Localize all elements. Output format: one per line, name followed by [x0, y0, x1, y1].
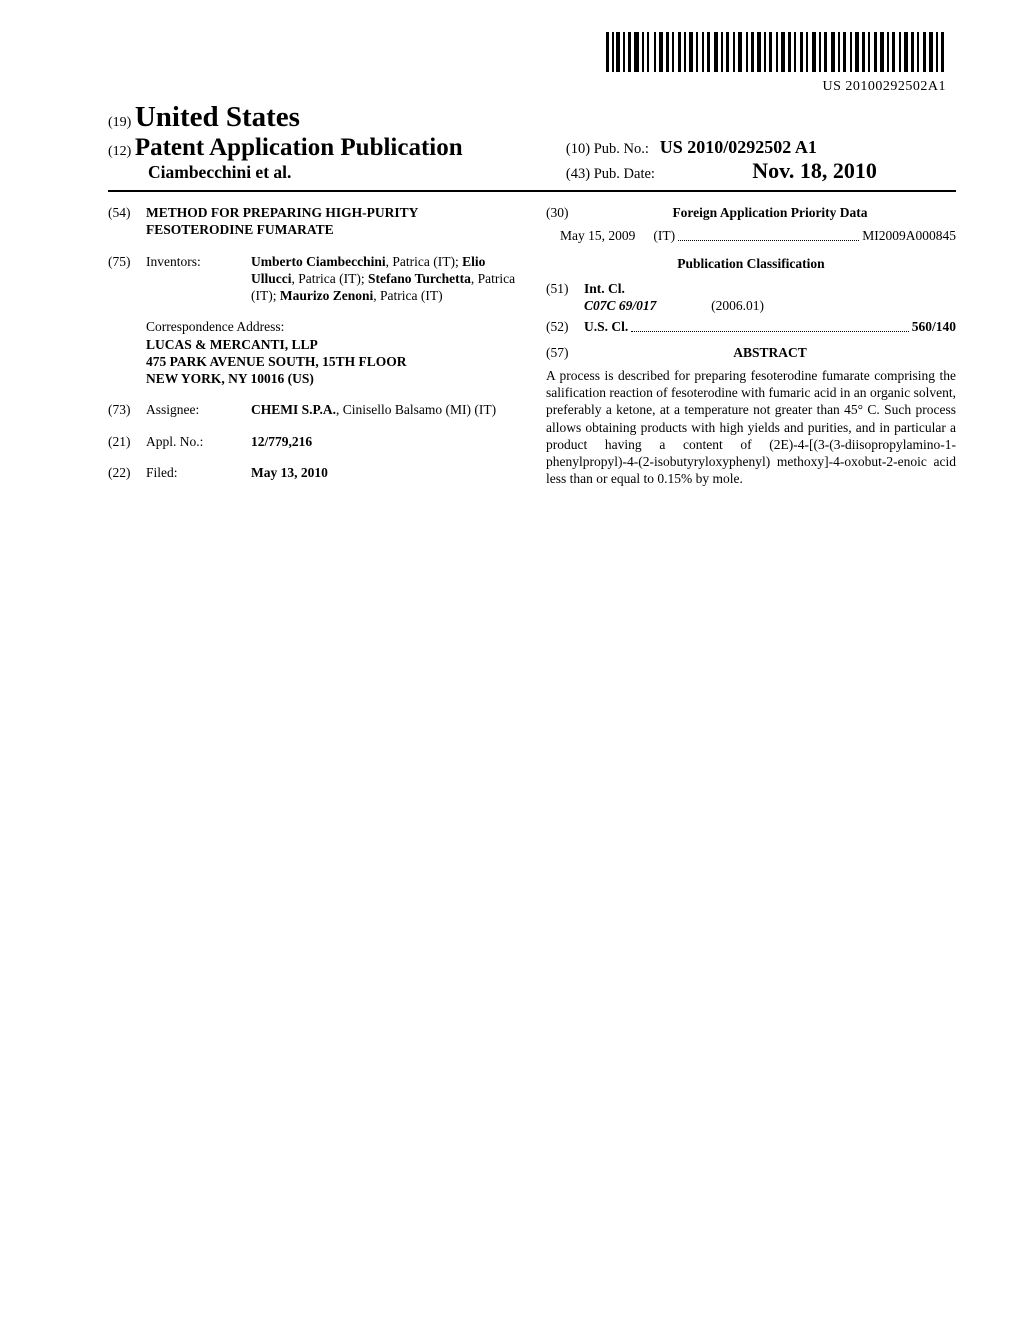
- pub-type: Patent Application Publication: [135, 134, 463, 161]
- assignee-label: Assignee:: [146, 401, 251, 418]
- pubclass-heading: Publication Classification: [546, 255, 956, 272]
- uscl-row: (52) U.S. Cl. 560/140: [546, 318, 956, 335]
- country-code: (19): [108, 115, 131, 130]
- foreign-priority-row: (30) Foreign Application Priority Data: [546, 204, 956, 221]
- pubdate-value: Nov. 18, 2010: [752, 158, 877, 183]
- abstract-heading: ABSTRACT: [584, 344, 956, 361]
- country-name: United States: [135, 101, 300, 133]
- correspondence-line: NEW YORK, NY 10016 (US): [146, 370, 518, 387]
- pubno-value: US 2010/0292502 A1: [660, 137, 817, 157]
- pub-code: (12): [108, 144, 131, 159]
- foreign-heading: Foreign Application Priority Data: [584, 204, 956, 221]
- applno-code: (21): [108, 433, 146, 450]
- dotted-leader-icon: [678, 227, 859, 240]
- foreign-country: (IT): [653, 227, 675, 244]
- foreign-priority-entry: May 15, 2009 (IT) MI2009A000845: [560, 227, 956, 244]
- foreign-appno: MI2009A000845: [862, 227, 956, 244]
- correspondence-label: Correspondence Address:: [146, 318, 518, 335]
- assignee-loc: , Cinisello Balsamo (MI) (IT): [336, 402, 496, 417]
- assignee-code: (73): [108, 401, 146, 418]
- correspondence-line: 475 PARK AVENUE SOUTH, 15TH FLOOR: [146, 353, 518, 370]
- uscl-label: U.S. Cl.: [584, 318, 628, 335]
- pub-no-line: (10) Pub. No.: US 2010/0292502 A1: [566, 137, 956, 158]
- intcl-code: (51): [546, 280, 584, 315]
- intcl-version: (2006.01): [711, 298, 764, 313]
- correspondence-line: LUCAS & MERCANTI, LLP: [146, 336, 518, 353]
- uscl-code: (52): [546, 318, 584, 335]
- dotted-leader-icon: [631, 318, 908, 331]
- inventor-loc: , Patrica (IT);: [292, 271, 368, 286]
- filed-value: May 13, 2010: [251, 464, 518, 481]
- inventors-label: Inventors:: [146, 253, 251, 305]
- uscl-value-row: U.S. Cl. 560/140: [584, 318, 956, 335]
- inventor-name: Maurizo Zenoni: [280, 288, 373, 303]
- body-columns: (54) METHOD FOR PREPARING HIGH-PURITY FE…: [108, 204, 956, 495]
- abstract-code: (57): [546, 344, 584, 361]
- pub-date-line: (43) Pub. Date: Nov. 18, 2010: [566, 158, 956, 184]
- right-column: (30) Foreign Application Priority Data M…: [546, 204, 956, 495]
- pubno-code: (10): [566, 141, 590, 157]
- inventor-name: Umberto Ciambecchini: [251, 254, 386, 269]
- applno-label: Appl. No.:: [146, 433, 251, 450]
- abstract-heading-row: (57) ABSTRACT: [546, 344, 956, 361]
- publication-type-line: (12) Patent Application Publication: [108, 134, 549, 162]
- barcode-block: US 20100292502A1: [108, 32, 956, 95]
- barcode-icon: [606, 32, 946, 72]
- inventors-row: (75) Inventors: Umberto Ciambecchini, Pa…: [108, 253, 518, 305]
- intcl-block: Int. Cl. C07C 69/017 (2006.01): [584, 280, 956, 315]
- authors-line: Ciambecchini et al.: [108, 162, 549, 183]
- inventors-code: (75): [108, 253, 146, 305]
- pubno-label: Pub. No.:: [594, 141, 649, 157]
- pubdate-code: (43): [566, 166, 590, 182]
- header-left: (19) United States (12) Patent Applicati…: [108, 101, 549, 183]
- filed-label: Filed:: [146, 464, 251, 481]
- assignee-name: CHEMI S.P.A.: [251, 402, 336, 417]
- foreign-date: May 15, 2009: [560, 227, 635, 244]
- filed-row: (22) Filed: May 13, 2010: [108, 464, 518, 481]
- applno-row: (21) Appl. No.: 12/779,216: [108, 433, 518, 450]
- patent-page: US 20100292502A1 (19) United States (12)…: [0, 0, 1024, 495]
- patent-title: METHOD FOR PREPARING HIGH-PURITY FESOTER…: [146, 204, 518, 239]
- abstract-text: A process is described for preparing fes…: [546, 367, 956, 488]
- assignee-value: CHEMI S.P.A., Cinisello Balsamo (MI) (IT…: [251, 401, 518, 418]
- intcl-row: (51) Int. Cl. C07C 69/017 (2006.01): [546, 280, 956, 315]
- inventor-name: Stefano Turchetta: [368, 271, 471, 286]
- inventor-loc: , Patrica (IT): [373, 288, 442, 303]
- filed-code: (22): [108, 464, 146, 481]
- correspondence-block: Correspondence Address: LUCAS & MERCANTI…: [146, 318, 518, 387]
- header-right: (10) Pub. No.: US 2010/0292502 A1 (43) P…: [566, 101, 956, 184]
- country-line: (19) United States: [108, 101, 549, 134]
- title-code: (54): [108, 204, 146, 239]
- pubdate-label: Pub. Date:: [594, 166, 655, 182]
- title-row: (54) METHOD FOR PREPARING HIGH-PURITY FE…: [108, 204, 518, 239]
- intcl-label: Int. Cl.: [584, 281, 625, 296]
- divider: [108, 190, 956, 192]
- applno-value: 12/779,216: [251, 433, 518, 450]
- header: (19) United States (12) Patent Applicati…: [108, 101, 956, 184]
- assignee-row: (73) Assignee: CHEMI S.P.A., Cinisello B…: [108, 401, 518, 418]
- inventors-value: Umberto Ciambecchini, Patrica (IT); Elio…: [251, 253, 518, 305]
- inventor-loc: , Patrica (IT);: [386, 254, 462, 269]
- left-column: (54) METHOD FOR PREPARING HIGH-PURITY FE…: [108, 204, 518, 495]
- uscl-value: 560/140: [912, 318, 956, 335]
- barcode-text: US 20100292502A1: [108, 79, 946, 95]
- intcl-class: C07C 69/017: [584, 298, 656, 313]
- foreign-code: (30): [546, 204, 584, 221]
